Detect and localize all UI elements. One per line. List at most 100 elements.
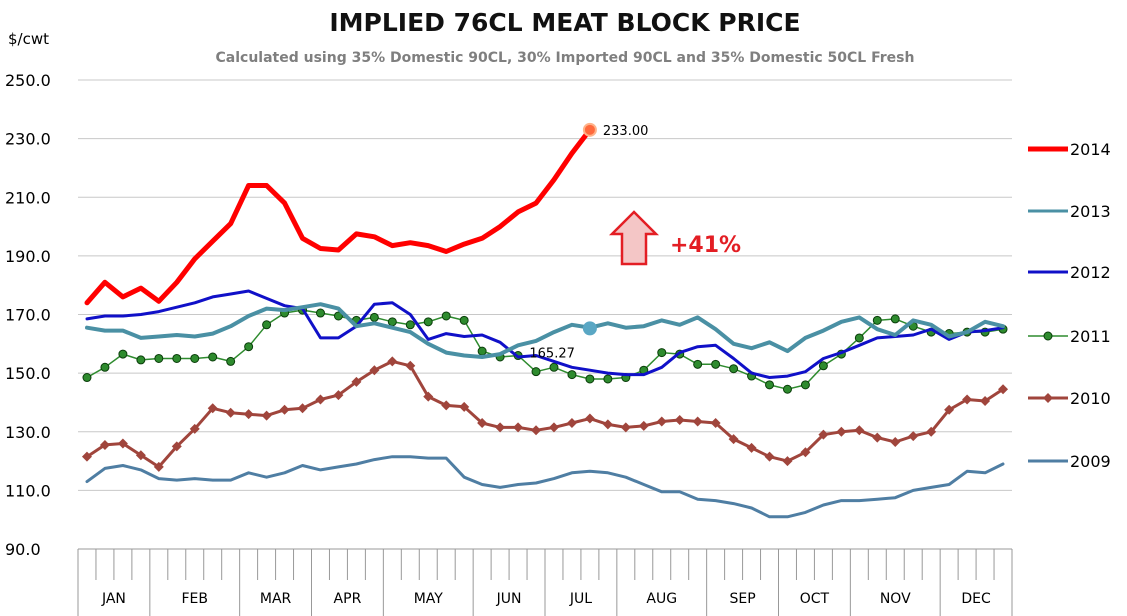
- data-point-2010: [369, 365, 380, 376]
- data-point-2010: [135, 450, 146, 461]
- data-point-2010: [944, 404, 955, 415]
- data-point-2010: [962, 394, 973, 405]
- data-point-2011: [729, 364, 739, 374]
- legend-label-2010: 2010: [1070, 389, 1111, 408]
- data-point-2010: [818, 429, 829, 440]
- endpoint-marker-2013: [582, 321, 597, 336]
- data-point-2010: [602, 419, 613, 430]
- data-point-2011: [549, 362, 559, 372]
- data-point-2011: [315, 308, 325, 318]
- x-tick-label: MAR: [260, 591, 292, 607]
- data-point-2011: [603, 374, 613, 384]
- data-point-2010: [800, 447, 811, 458]
- x-axis: JAN FEB MAR APR MAY JUN JUL AUG SEP OCT NOV DEC: [77, 548, 1013, 616]
- data-point-2011: [172, 353, 182, 363]
- data-point-2010: [531, 425, 542, 436]
- data-point-2010: [189, 423, 200, 434]
- data-point-2011: [782, 384, 792, 394]
- series-line-2010: [85, 359, 1005, 469]
- data-point-2011: [154, 353, 164, 363]
- x-tick-label: APR: [334, 591, 362, 607]
- chart-subtitle: Calculated using 35% Domestic 90CL, 30% …: [216, 50, 915, 66]
- data-point-2011: [423, 317, 433, 327]
- up-arrow-icon: [608, 210, 660, 266]
- annotation-label: 233.00: [603, 124, 649, 139]
- data-point-2011: [567, 370, 577, 380]
- data-point-2010: [584, 413, 595, 424]
- x-tick-label: MAY: [414, 591, 444, 607]
- annotations: 233.00 165.27 +41%: [529, 122, 741, 361]
- data-point-2011: [657, 348, 667, 358]
- data-point-2010: [405, 360, 416, 371]
- data-point-2011: [190, 353, 200, 363]
- legend-label-2014: 2014: [1070, 140, 1111, 159]
- data-point-2011: [459, 315, 469, 325]
- x-tick-label: DEC: [961, 591, 991, 607]
- data-point-2011: [818, 361, 828, 371]
- data-point-2010: [854, 425, 865, 436]
- data-point-2010: [836, 426, 847, 437]
- y-tick-label: 250.0: [5, 71, 51, 90]
- series-line-2009: [85, 455, 1005, 519]
- data-point-2011: [477, 346, 487, 356]
- y-tick-label: 130.0: [5, 423, 51, 442]
- data-point-2011: [100, 362, 110, 372]
- y-tick-labels: 250.0 230.0 210.0 190.0 170.0 150.0 130.0 110.0…: [5, 71, 51, 559]
- x-tick-label: JAN: [101, 591, 126, 607]
- data-point-2010: [297, 403, 308, 414]
- data-point-2010: [441, 400, 452, 411]
- data-point-2011: [800, 380, 810, 390]
- legend-marker-2010: [1043, 393, 1053, 403]
- data-point-2011: [711, 359, 721, 369]
- data-point-2011: [531, 367, 541, 377]
- legend-label-2012: 2012: [1070, 263, 1111, 282]
- data-point-2010: [261, 410, 272, 421]
- endpoint-marker-2014: [582, 122, 597, 137]
- y-tick-label: 110.0: [5, 481, 51, 500]
- series-line-2014: [84, 127, 593, 306]
- data-point-2010: [333, 390, 344, 401]
- data-point-2011: [854, 333, 864, 343]
- data-point-2010: [315, 394, 326, 405]
- data-point-2010: [728, 434, 739, 445]
- data-point-2010: [998, 384, 1009, 395]
- data-point-2011: [136, 355, 146, 365]
- data-point-2010: [81, 451, 92, 462]
- y-axis-unit-label: $/cwt: [8, 30, 49, 48]
- x-tick-label: FEB: [181, 591, 208, 607]
- data-point-2011: [333, 311, 343, 321]
- data-point-2011: [82, 373, 92, 383]
- data-point-2010: [477, 417, 488, 428]
- data-point-2010: [656, 416, 667, 427]
- legend-label-2011: 2011: [1070, 327, 1111, 346]
- data-point-2010: [674, 415, 685, 426]
- series-line-2011: [86, 309, 1004, 390]
- data-point-2010: [890, 437, 901, 448]
- data-point-2011: [208, 352, 218, 362]
- data-point-2010: [782, 456, 793, 467]
- y-tick-label: 90.0: [5, 540, 41, 559]
- data-point-2011: [118, 349, 128, 359]
- chart-title: IMPLIED 76CL MEAT BLOCK PRICE: [329, 8, 800, 37]
- x-tick-label: SEP: [729, 591, 755, 607]
- data-point-2010: [710, 417, 721, 428]
- data-point-2011: [226, 356, 236, 366]
- data-point-2010: [207, 403, 218, 414]
- data-point-2010: [638, 420, 649, 431]
- data-point-2011: [244, 342, 254, 352]
- series-line-2013: [85, 302, 1005, 359]
- legend-label-2009: 2009: [1070, 452, 1111, 471]
- data-point-2010: [908, 431, 919, 442]
- data-point-2010: [153, 461, 164, 472]
- data-point-2010: [459, 401, 470, 412]
- data-point-2010: [225, 407, 236, 418]
- data-point-2010: [872, 432, 883, 443]
- data-point-2010: [980, 395, 991, 406]
- data-point-2010: [746, 442, 757, 453]
- data-point-2010: [171, 441, 182, 452]
- x-tick-label: NOV: [880, 591, 911, 607]
- data-point-2010: [495, 422, 506, 433]
- data-point-2011: [262, 320, 272, 330]
- x-tick-label: JUN: [496, 591, 522, 607]
